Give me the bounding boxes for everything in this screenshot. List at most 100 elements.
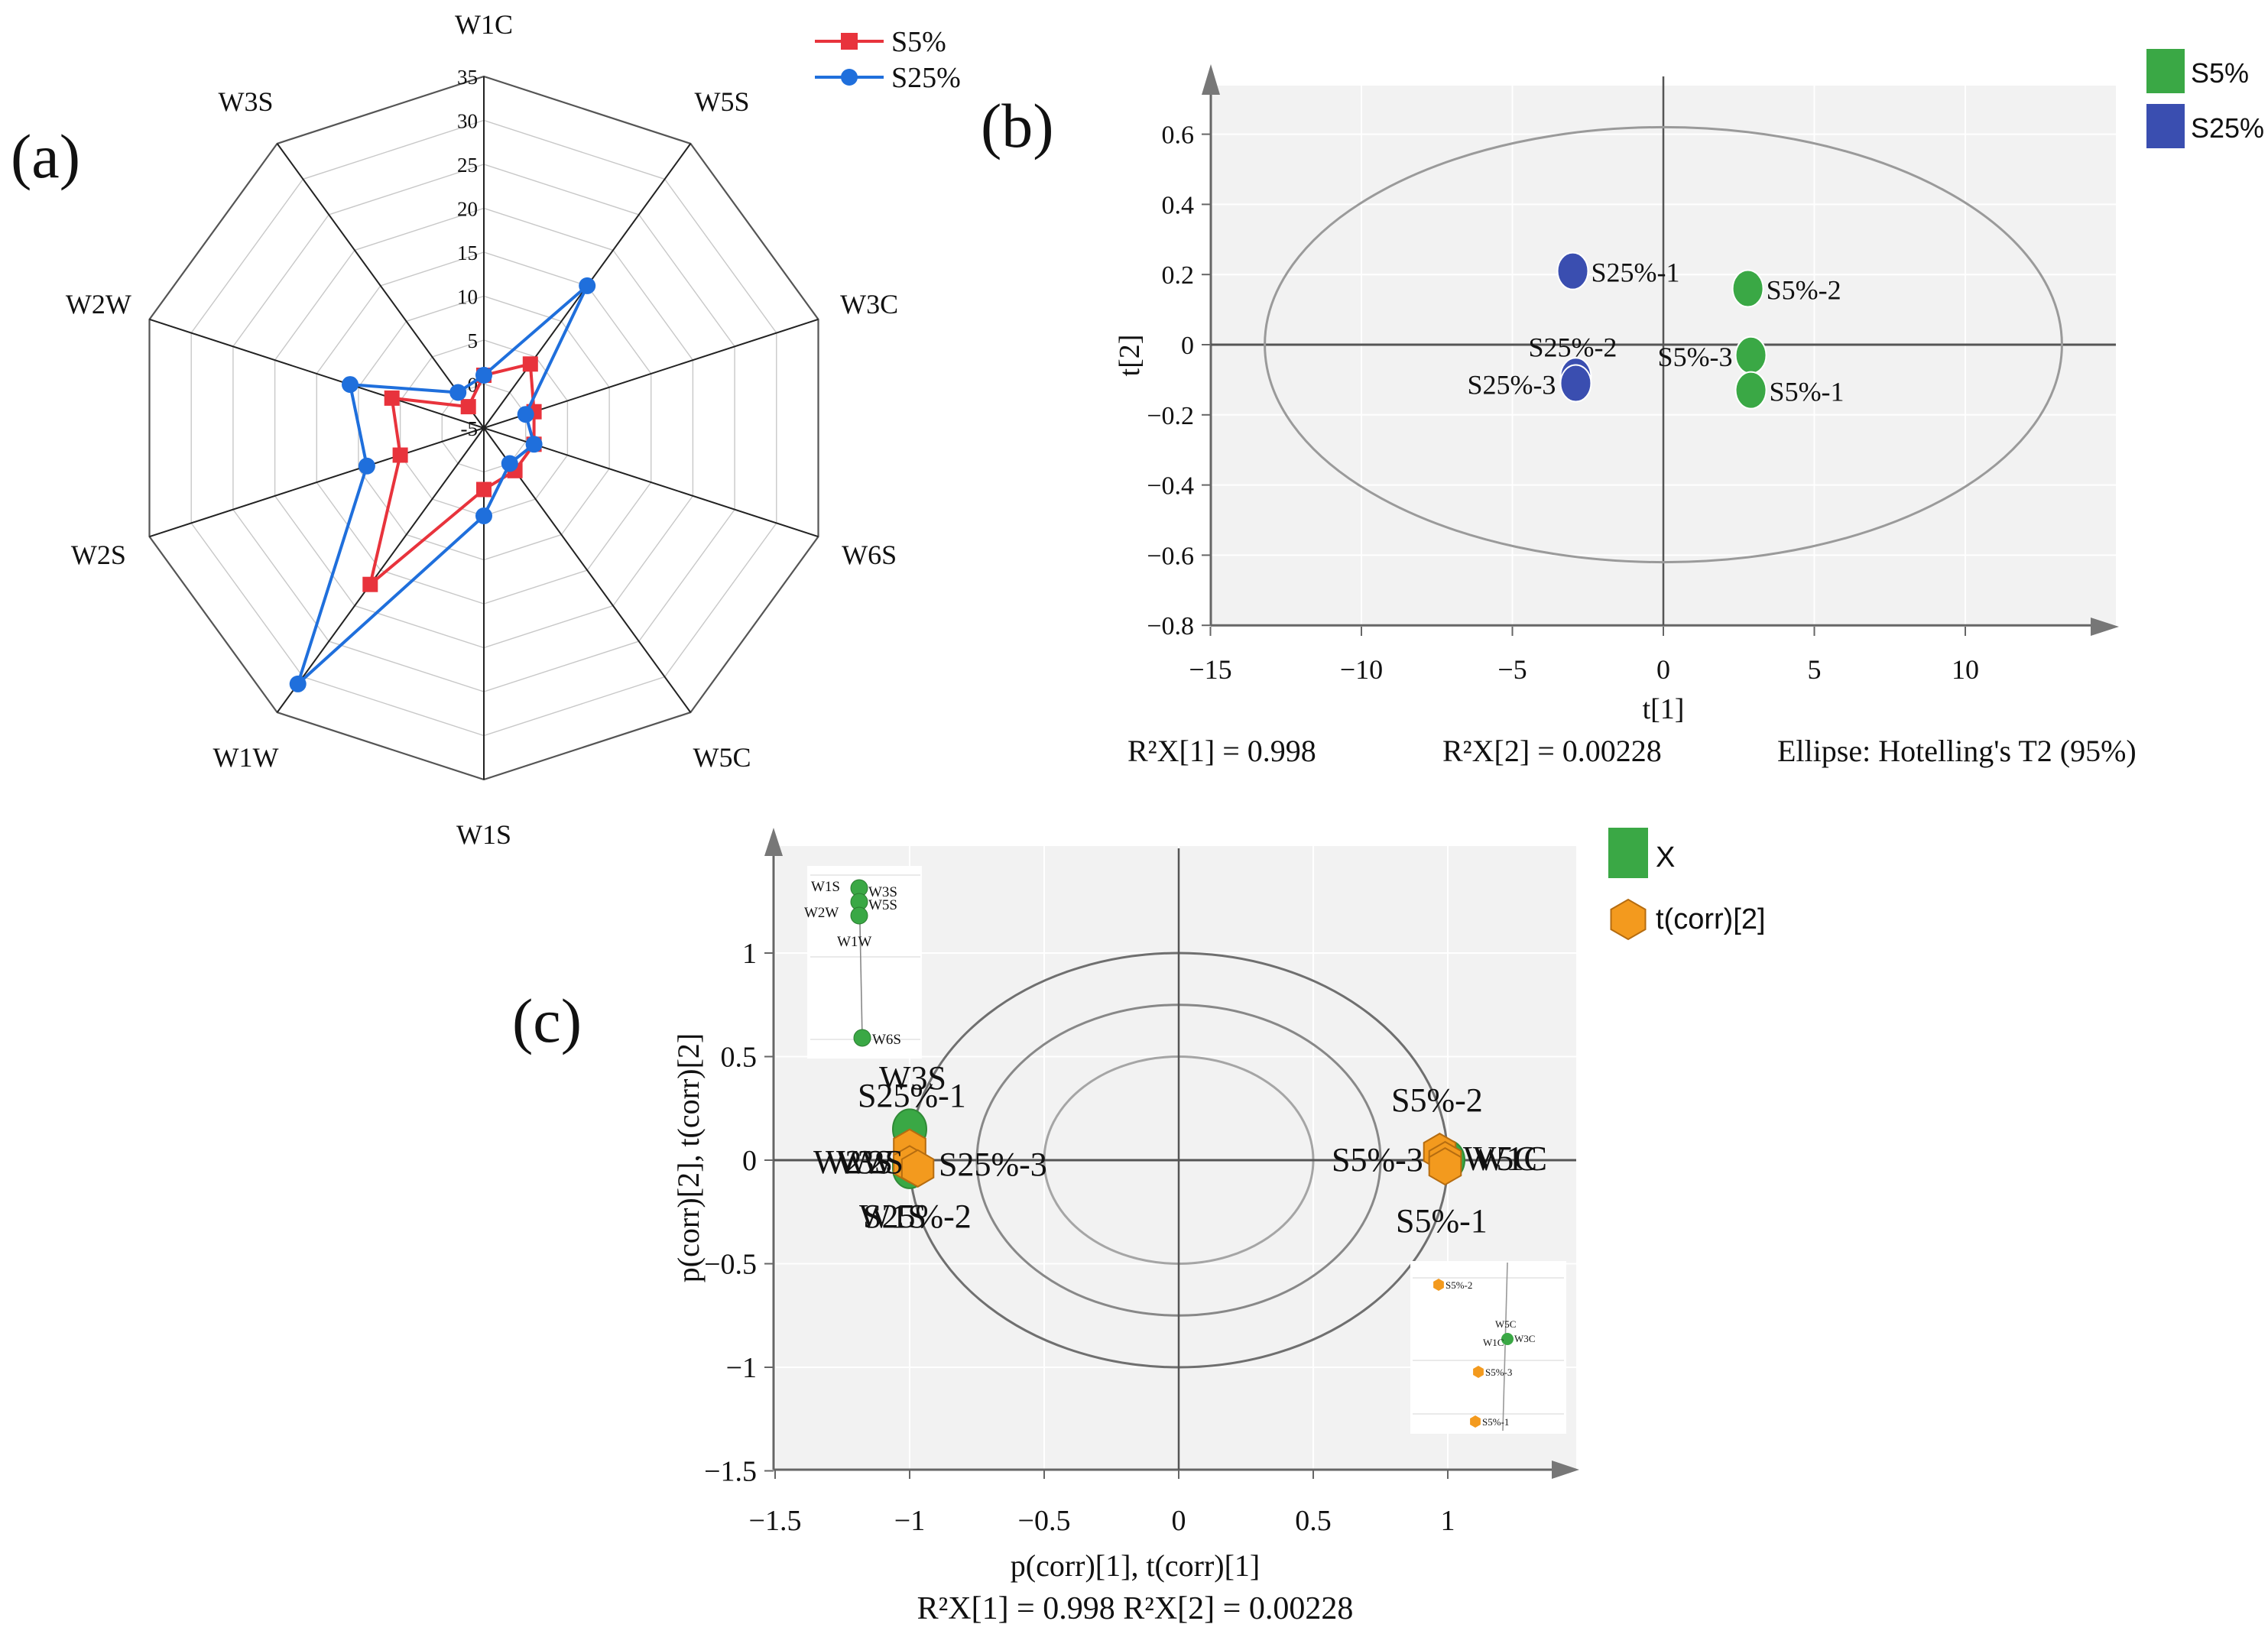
legend-tcorr-label: t(corr)[2]: [1656, 903, 1766, 935]
legend-tcorr-marker: [1610, 898, 1647, 941]
series-s25-point: [449, 384, 467, 401]
point-label: W1S: [859, 1198, 926, 1235]
point-s25: [1559, 364, 1592, 403]
x-axis-arrow: [1552, 1461, 1579, 1479]
radar-tick-label: 15: [457, 242, 478, 264]
panel-c-xlabel: p(corr)[1], t(corr)[1]: [1011, 1548, 1260, 1583]
radar-axis-label: W5S: [695, 86, 750, 117]
radar-spoke: [276, 143, 485, 429]
radar-axis-label: W3C: [840, 289, 898, 319]
inset-left-label: W6S: [872, 1032, 901, 1048]
inset-right-label: S5%-3: [1485, 1367, 1512, 1378]
radar-series: [289, 277, 596, 692]
inset-hex-point: [1470, 1415, 1481, 1428]
series-s5-point: [384, 390, 400, 406]
panel-b-tick-labels: −15 −10 −5 0 5 10 −0.8 −0.6 −0.4 −0.2 0 0.2 0.4 0.6: [1147, 122, 1979, 685]
panel-c-ylabel: p(corr)[2], t(corr)[2]: [671, 1033, 706, 1282]
y-tick-label: −0.8: [1147, 612, 1194, 640]
point-label: S5%-2: [1767, 275, 1841, 306]
radar-tick-label: 5: [468, 329, 479, 352]
inset-line: [1502, 1262, 1508, 1431]
point-label: S5%-1: [1770, 377, 1845, 407]
inset-left-label: W2W: [804, 905, 839, 921]
x-tick-label: −1.5: [749, 1505, 802, 1537]
panel-b-legend: S5% S25%: [2146, 49, 2264, 148]
panel-a-legend: S5% S25%: [815, 26, 961, 94]
y-tick-label: 0.6: [1162, 122, 1195, 150]
point-label: S5%-2: [1391, 1081, 1483, 1119]
series-s5-point: [392, 447, 408, 463]
inset-left-label: W5S: [868, 897, 897, 913]
inset-left-label: W1W: [837, 934, 871, 950]
point-label: S25%-3: [939, 1146, 1047, 1183]
panel-b-xlabel: t[1]: [1643, 693, 1685, 725]
x-tick-label: 1: [1441, 1505, 1455, 1537]
series-s5-point: [522, 356, 538, 372]
point-label: W3S: [826, 1143, 893, 1181]
series-s5-point: [476, 481, 492, 498]
radar-axis-label: W3S: [219, 86, 274, 117]
panel-c-legend: X t(corr)[2]: [1608, 828, 1766, 941]
x-tick-label: −10: [1340, 654, 1383, 685]
point-label: W2W: [813, 1143, 894, 1181]
series-s5-point: [460, 399, 476, 415]
panel-c-inset-left: W1S W3S W2W W5S W1W W6S: [804, 866, 922, 1059]
radar-axis-labels: W1C W5S W3C W6S W5C W1S W1W W2S W2W W3S: [66, 9, 898, 850]
inset-point: [1501, 1333, 1514, 1345]
radar-tick-label: -5: [461, 417, 479, 440]
y-tick-label: −0.2: [1147, 402, 1194, 430]
radar-axis-label: W1W: [213, 742, 279, 773]
panel-b-axes: [1202, 64, 2119, 636]
panel-b-ellipse-note: Ellipse: Hotelling's T2 (95%): [1777, 734, 2137, 768]
panel-c-biplot: (c) −1.5 −1 −0.5 0 0.5 1 −1.5 −1 −0.5 0 0.5 1 W1S W3…: [512, 828, 1766, 1626]
panel-b-points: S5%-2 S5%-3 S5%-1 S25%-1 S25%-2 S25%-3: [1467, 251, 1845, 410]
y-axis-arrow: [1202, 64, 1220, 95]
radar-spoke: [276, 427, 485, 713]
point-s25: [1556, 251, 1589, 290]
radar-tick-label: 20: [457, 198, 478, 221]
series-s25-point: [525, 436, 543, 453]
x-axis-arrow: [2091, 618, 2119, 636]
radar-axis-label: W5C: [693, 742, 751, 773]
radar-grid: [148, 75, 819, 781]
point-label: S25%-1: [858, 1077, 966, 1114]
legend-s5-swatch: [2146, 49, 2185, 93]
x-tick-label: −1: [894, 1505, 925, 1537]
series-s25-point: [358, 457, 375, 475]
y-tick-label: 0: [742, 1145, 757, 1177]
panel-b-stats: R²X[1] = 0.998 R²X[2] = 0.00228 Ellipse:…: [1128, 734, 2137, 768]
hotelling-ellipse: [1264, 125, 2063, 564]
inset-hex-point: [1473, 1366, 1484, 1378]
panel-b-ylabel: t[2]: [1114, 335, 1146, 377]
point-label: S25%-1: [1591, 258, 1680, 288]
inset-right-label: S5%-1: [1482, 1416, 1509, 1428]
point-s5: [1734, 336, 1767, 374]
x-tick-label: −15: [1189, 654, 1231, 685]
legend-x-swatch: [1608, 828, 1648, 878]
point-s5: [1734, 371, 1767, 410]
legend-s5-marker: [841, 33, 858, 50]
inset-right-label: W5C: [1495, 1318, 1516, 1330]
y-tick-label: −0.5: [704, 1249, 757, 1281]
inset-right-label: W3C: [1514, 1333, 1535, 1344]
inset-point: [853, 1029, 871, 1047]
y-tick-label: −0.6: [1147, 542, 1194, 570]
inset-left-label: W1S: [811, 879, 840, 895]
radar-spoke: [149, 318, 485, 429]
inset-hex-point: [1433, 1279, 1444, 1291]
legend-s25-marker: [841, 69, 858, 86]
series-s25-point: [501, 455, 518, 472]
panel-c-label: (c): [512, 986, 582, 1055]
y-tick-label: 0: [1181, 332, 1194, 360]
x-tick-label: 5: [1808, 654, 1822, 685]
panel-c-inset-right: S5%-2 W5C W1C W3C S5%-3 S5%-1: [1410, 1261, 1566, 1434]
legend-s5-label: S5%: [2191, 57, 2249, 89]
x-tick-label: 0: [1656, 654, 1670, 685]
point-label: S5%-3: [1658, 342, 1733, 372]
point-label: W3S: [879, 1059, 946, 1097]
radar-tick-label: 10: [457, 286, 478, 309]
radar-tick-label: 30: [457, 110, 478, 133]
x-tick-label: 0: [1172, 1505, 1186, 1537]
